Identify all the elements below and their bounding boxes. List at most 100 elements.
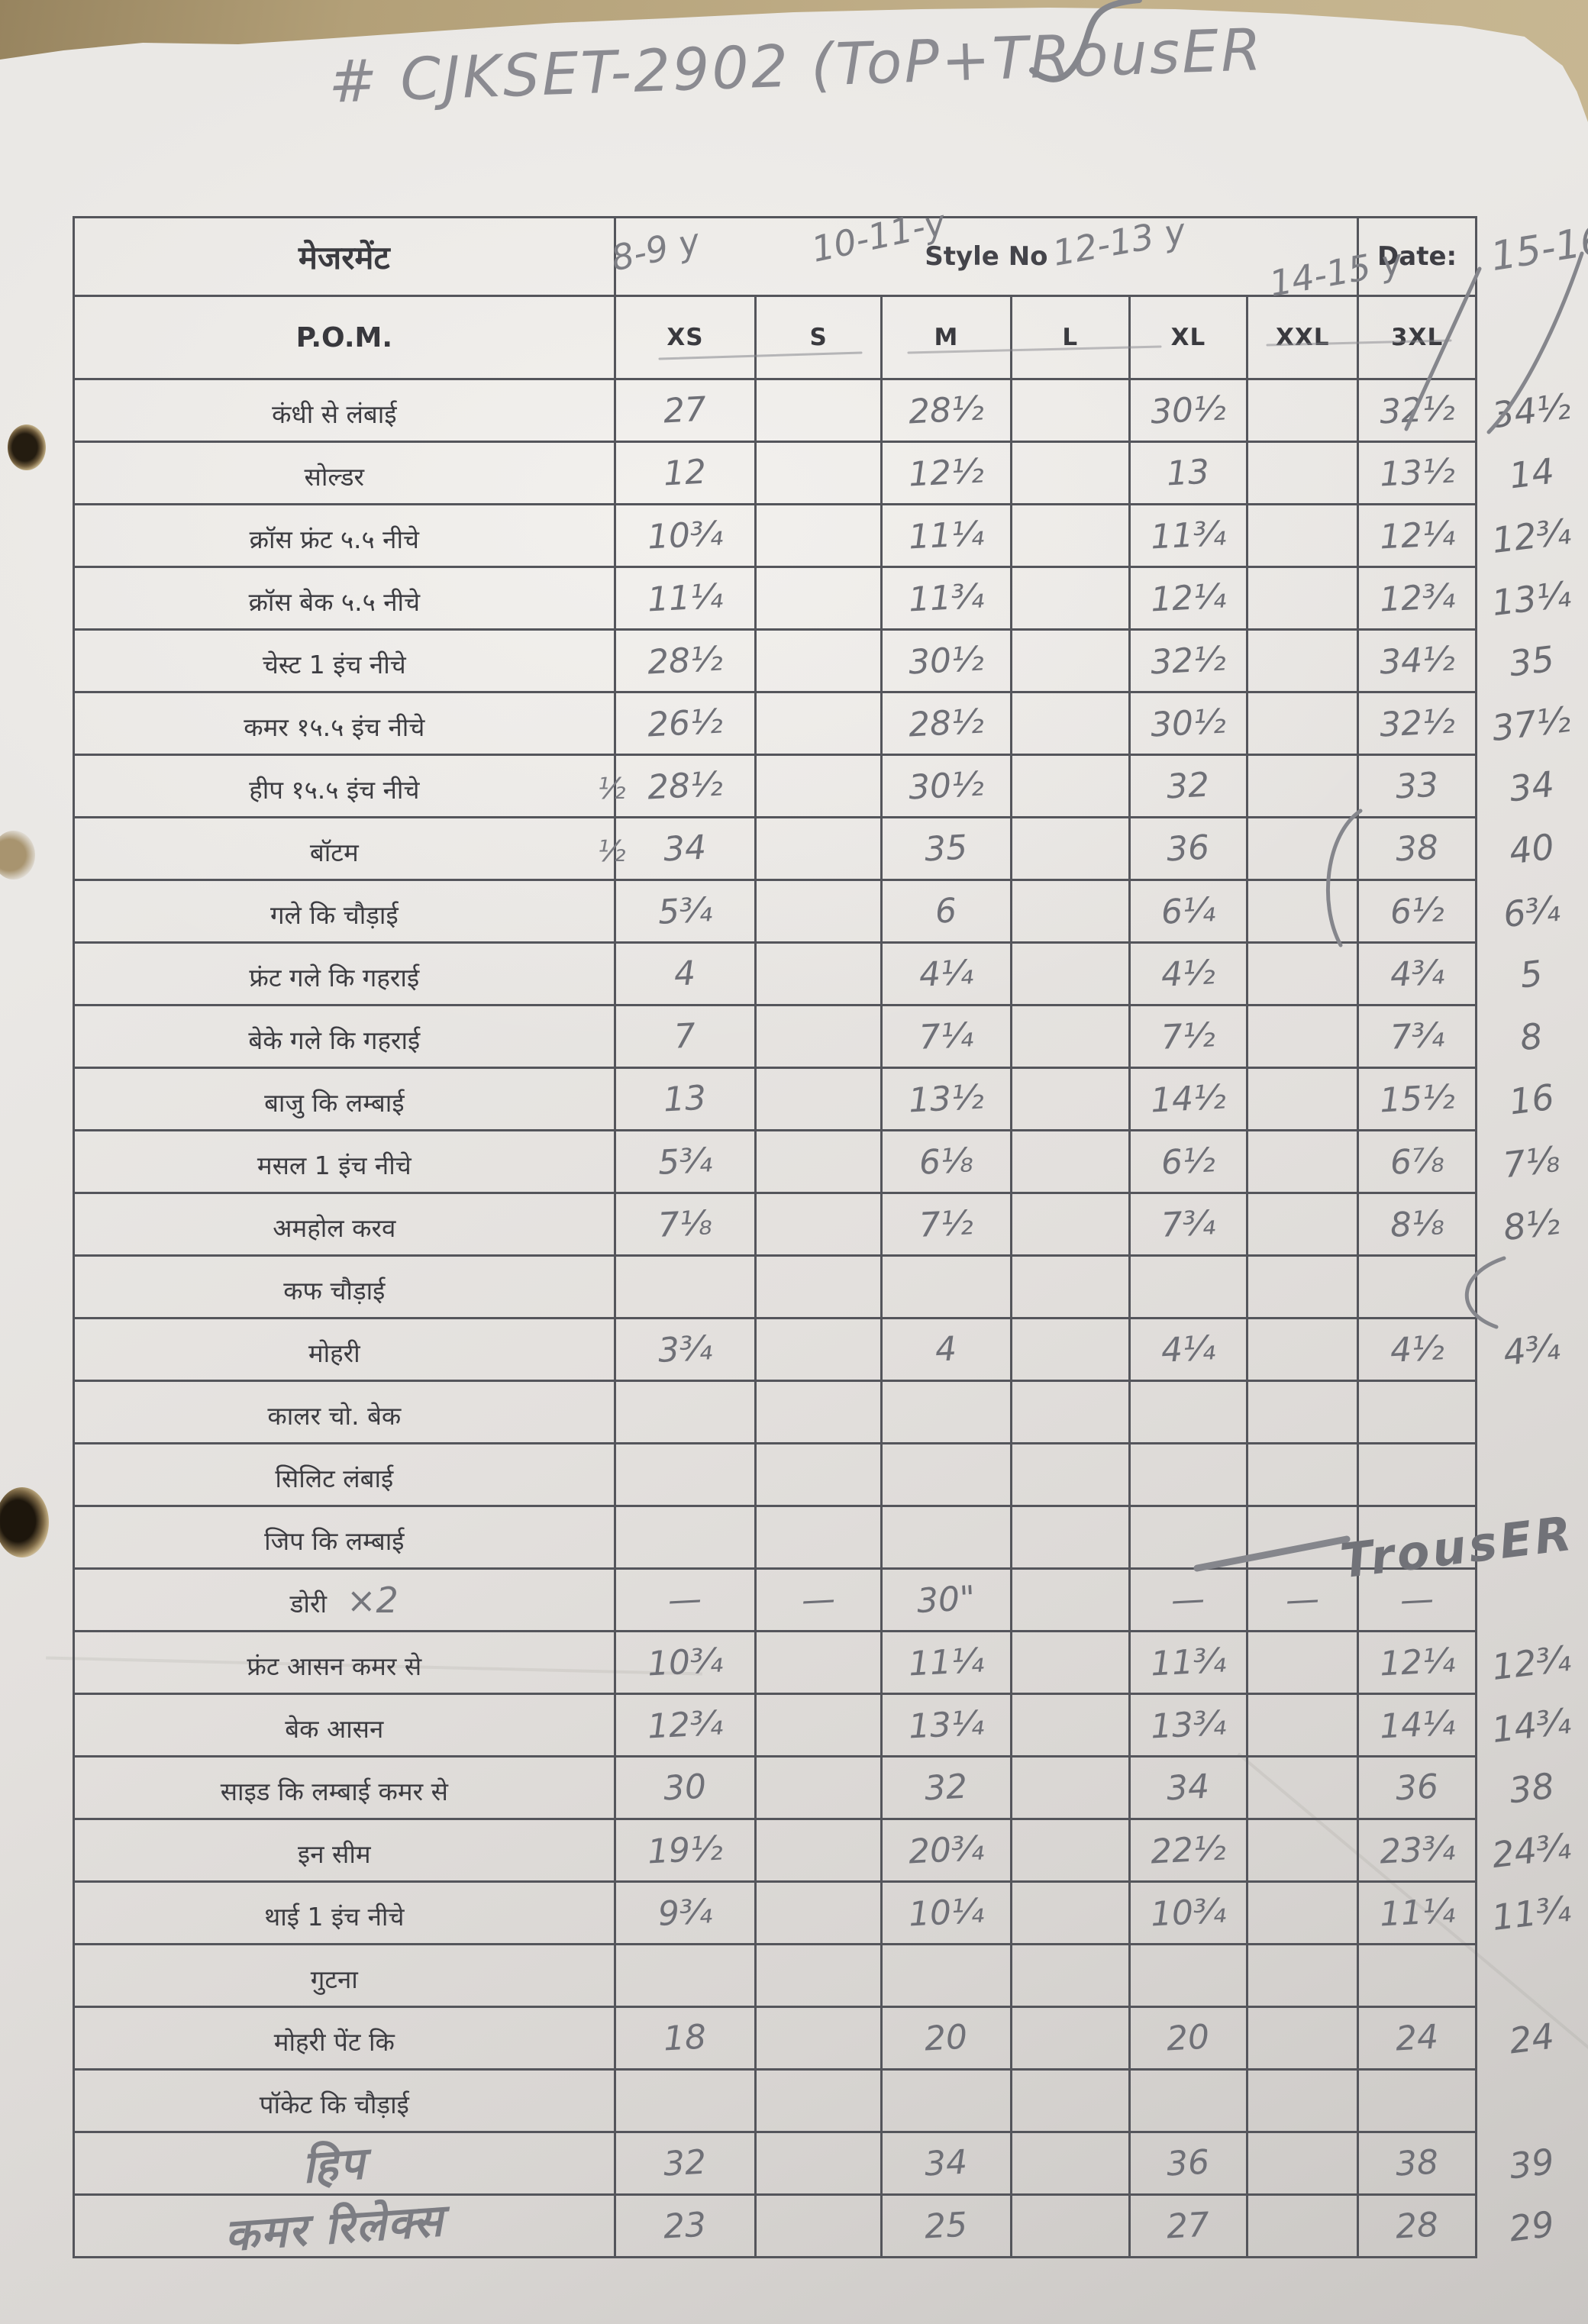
table-row: चेस्ट 1 इंच नीचे 28½ 30½ 32½ 34½ 35 — [73, 628, 1587, 693]
value-cell-s — [754, 1880, 883, 1945]
value-cell-3xl: 13½ — [1357, 441, 1478, 505]
measurement-label: फ्रंट आसन कमर से — [73, 1630, 616, 1695]
table-row: पॉकेट कि चौड़ाई — [73, 2068, 1587, 2133]
value-cell-m — [880, 1380, 1012, 1444]
value-cell-3xl: 7¾ — [1357, 1004, 1478, 1069]
table-row: बेक आसन 12¾ 13¼ 13¾ 14¼ 14¾ — [73, 1693, 1587, 1758]
value-cell-3xl: — — [1357, 1567, 1478, 1632]
table-row: जिप कि लम्बाई — [73, 1505, 1587, 1570]
value-cell-xxl — [1246, 816, 1360, 881]
value-cell-xxl — [1246, 1004, 1360, 1069]
value-cell-xs: 27 — [613, 378, 757, 443]
value-cell-m: 34 — [880, 2131, 1012, 2196]
value-cell-xl: 10¾ — [1128, 1880, 1249, 1945]
table-row: क्रॉस फ्रंट ५.५ नीचे 10¾ 11¼ 11¾ 12¼ 12¾ — [73, 503, 1587, 568]
measurement-label: साइड कि लम्बाई कमर से — [73, 1755, 616, 1820]
value-cell-extra: 40 — [1506, 825, 1557, 872]
value-cell-l — [1009, 566, 1131, 631]
value-cell-m: 7½ — [880, 1192, 1012, 1257]
measurement-label: बेक आसन — [73, 1693, 616, 1758]
value-cell-3xl: 24 — [1357, 2006, 1478, 2071]
value-cell-xxl: — — [1246, 1567, 1360, 1632]
value-cell-extra: 14¾ — [1490, 1699, 1573, 1751]
measurement-label-text: कफ चौड़ाई — [283, 1275, 386, 1306]
value-cell-l — [1009, 1630, 1131, 1695]
value-cell-xl: 11¾ — [1128, 503, 1249, 568]
measurement-label-text: बॉटम — [309, 837, 359, 867]
value-cell-xl — [1128, 1943, 1249, 2008]
table-row: कमर रिलेक्स 23 25 27 28 29 — [73, 2193, 1587, 2261]
value-cell-l — [1009, 1818, 1131, 1883]
value-cell-extra — [1477, 1444, 1587, 1506]
value-cell-xs — [613, 1380, 757, 1444]
value-cell-extra: 8 — [1518, 1014, 1545, 1059]
value-cell-xxl — [1246, 503, 1360, 568]
table-row: मोहरी 3¾ 4 4¼ 4½ 4¾ — [73, 1317, 1587, 1382]
measurement-label-text: इन सीम — [298, 1838, 371, 1869]
outside-margin — [1477, 296, 1587, 379]
measurement-label: क्रॉस फ्रंट ५.५ नीचे — [73, 503, 616, 568]
measurement-label: फ्रंट गले कि गहराई — [73, 941, 616, 1006]
measurement-label-text: बेके गले कि गहराई — [248, 1025, 421, 1055]
measurement-label-text: कमर रिलेक्स — [223, 2194, 446, 2261]
value-cell-xl: 4½ — [1128, 941, 1249, 1006]
measurement-label: थाई 1 इंच नीचे — [73, 1880, 616, 1945]
value-cell-s — [754, 1943, 883, 2008]
value-cell-l — [1009, 816, 1131, 881]
value-cell-m: 12½ — [880, 441, 1012, 505]
value-cell-xs: 12¾ — [613, 1693, 757, 1758]
measurement-label-text: मसल 1 इंच नीचे — [257, 1150, 412, 1180]
measurement-label: इन सीम — [73, 1818, 616, 1883]
value-cell-xl: 36 — [1128, 2131, 1249, 2196]
table-row: गुटना — [73, 1943, 1587, 2008]
value-cell-extra: 12¾ — [1490, 510, 1573, 561]
value-cell-3xl: 8⅛ — [1357, 1192, 1478, 1257]
table-row: कंधी से लंबाई 27 28½ 30½ 32½ 34½ — [73, 378, 1587, 443]
value-cell-3xl — [1357, 1442, 1478, 1507]
measurement-label-text: बेक आसन — [285, 1713, 384, 1744]
value-cell-l — [1009, 691, 1131, 756]
table-row: सिलिट लंबाई — [73, 1442, 1587, 1507]
value-cell-m: 11¼ — [880, 503, 1012, 568]
value-cell-xxl — [1246, 2006, 1360, 2071]
value-cell-xxl — [1246, 754, 1360, 818]
value-cell-m: 11¼ — [880, 1630, 1012, 1695]
value-cell-m: 30½ — [880, 754, 1012, 818]
style-no-box: Style No — [613, 216, 1360, 297]
measurement-label: सिलिट लंबाई — [73, 1442, 616, 1507]
measurement-label-text: हिप — [301, 2137, 368, 2193]
value-cell-extra: 6¾ — [1501, 887, 1562, 935]
value-cell-3xl: 6½ — [1357, 879, 1478, 944]
value-cell-3xl — [1357, 2068, 1478, 2133]
value-cell-m: 6 — [880, 879, 1012, 944]
value-cell-m — [880, 1943, 1012, 2008]
size-col-xs: XS — [613, 295, 757, 380]
value-cell-m: 10¼ — [880, 1880, 1012, 1945]
value-cell-extra: 11¾ — [1490, 1887, 1573, 1938]
value-cell-xl: 32 — [1128, 754, 1249, 818]
value-cell-xxl — [1246, 628, 1360, 693]
value-cell-s — [754, 2068, 883, 2133]
label-note: ×2 — [347, 1579, 399, 1621]
value-cell-m: 13¼ — [880, 1693, 1012, 1758]
value-cell-l — [1009, 941, 1131, 1006]
value-cell-extra: 7⅛ — [1501, 1138, 1562, 1186]
value-cell-s — [754, 2131, 883, 2196]
value-cell-s — [754, 1067, 883, 1131]
value-cell-l — [1009, 1254, 1131, 1319]
value-cell-xl: 36 — [1128, 816, 1249, 881]
measurement-label: बॉटम ½ — [73, 816, 626, 881]
value-cell-3xl: 6⅞ — [1357, 1129, 1478, 1194]
value-cell-xl: 27 — [1128, 2193, 1249, 2258]
value-cell-m: 6⅛ — [880, 1129, 1012, 1194]
value-cell-3xl: 33 — [1357, 754, 1478, 818]
value-cell-xs: 30 — [613, 1755, 757, 1820]
value-cell-xxl — [1246, 1693, 1360, 1758]
value-cell-l — [1009, 1192, 1131, 1257]
value-cell-s — [754, 1317, 883, 1382]
value-cell-xs: 34 — [613, 816, 757, 881]
value-cell-s — [754, 566, 883, 631]
value-cell-3xl: 38 — [1357, 816, 1478, 881]
value-cell-m: 25 — [880, 2193, 1012, 2258]
